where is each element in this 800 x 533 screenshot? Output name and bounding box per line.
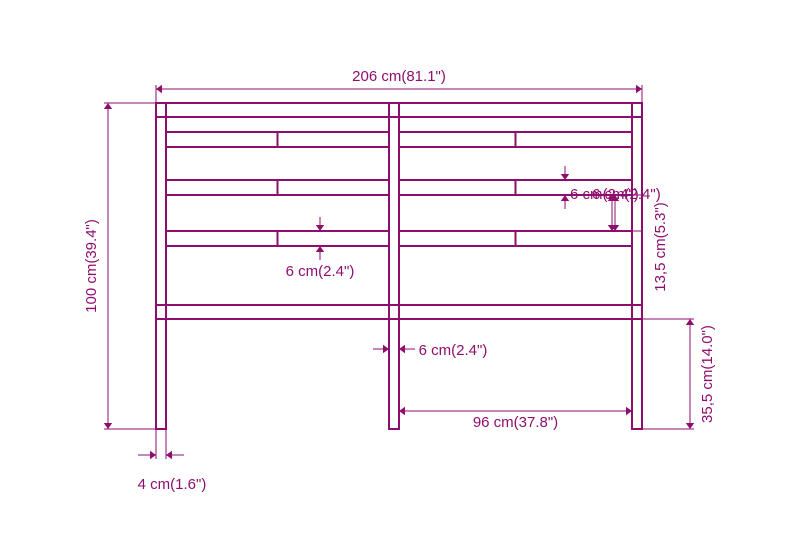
dimension-label: 6 cm(2.4") [419,342,488,359]
dimension-label: 100 cm(39.4") [83,219,100,313]
dimension-label: 13,5 cm(5.3") [652,202,669,292]
dimension-label: 6 cm(2.4") [286,263,355,280]
dimension-label: 96 cm(37.8") [473,414,558,431]
dimension-label: 206 cm(81.1") [352,68,446,85]
dimension-label: 35,5 cm(14.0") [699,325,716,423]
dimension-label: 4 cm(1.6") [138,476,207,493]
dimension-label: 6 cm(2.4") [570,186,639,203]
